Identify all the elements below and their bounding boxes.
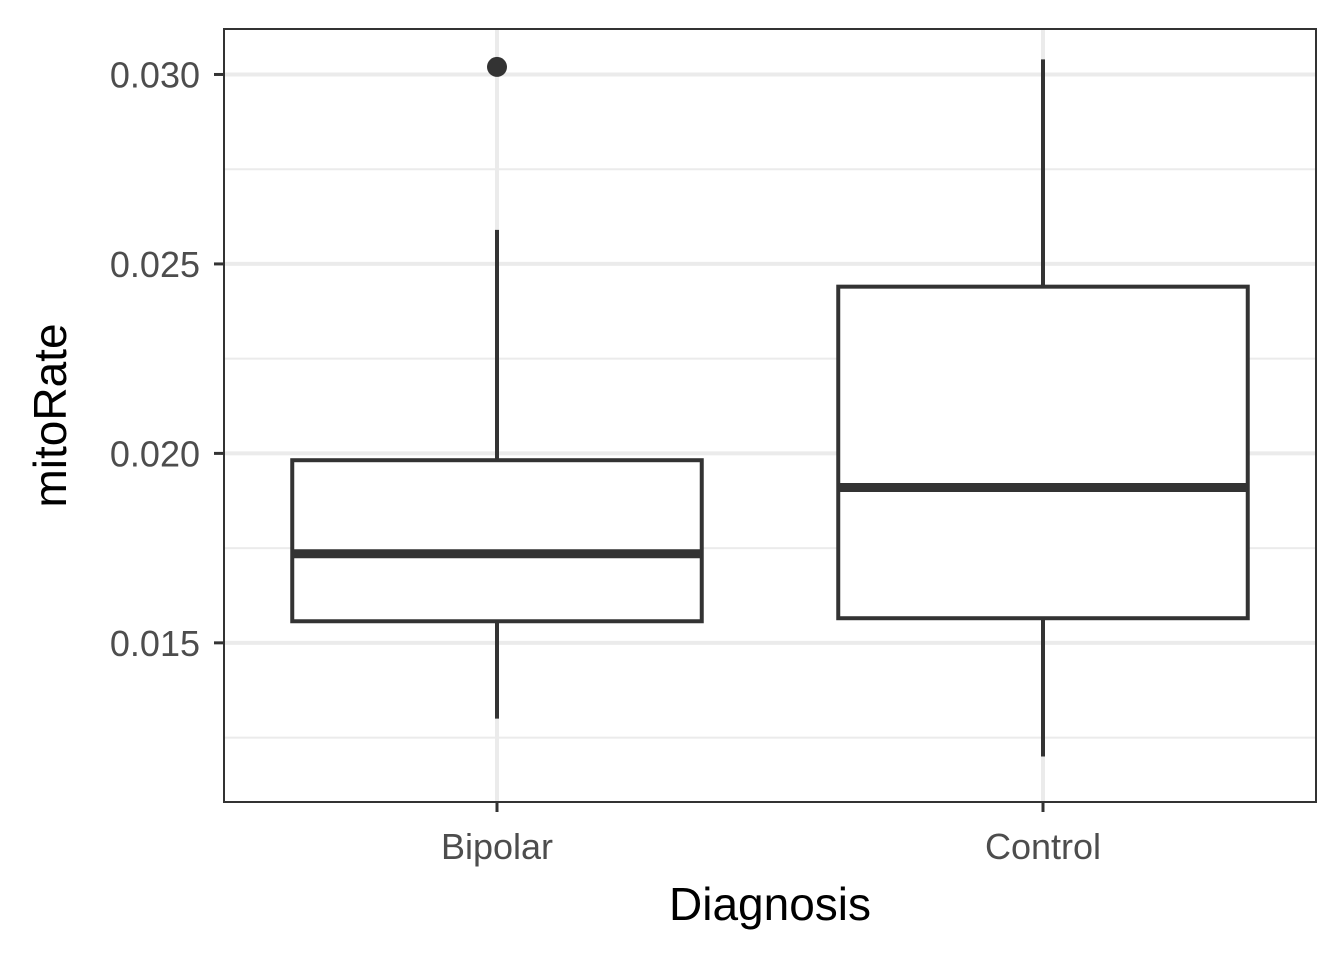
outlier-point [487,56,507,77]
x-tick-label: Bipolar [441,826,553,867]
y-tick-label: 0.025 [110,244,200,285]
y-tick-label: 0.030 [110,54,200,95]
y-tick-label: 0.015 [110,623,200,664]
x-axis-title: Diagnosis [669,878,871,930]
box-iqr [290,458,704,624]
box-layer [290,56,1250,757]
y-axis-title: mitoRate [24,323,76,507]
box-control [836,59,1250,757]
box-bipolar [290,56,704,719]
tick-layer: 0.015 0.020 0.025 0.030 Bipolar Control [110,54,1101,867]
box-iqr [836,284,1250,621]
y-tick-label: 0.020 [110,433,200,474]
x-tick-label: Control [985,826,1101,867]
panel-border [223,28,1317,803]
